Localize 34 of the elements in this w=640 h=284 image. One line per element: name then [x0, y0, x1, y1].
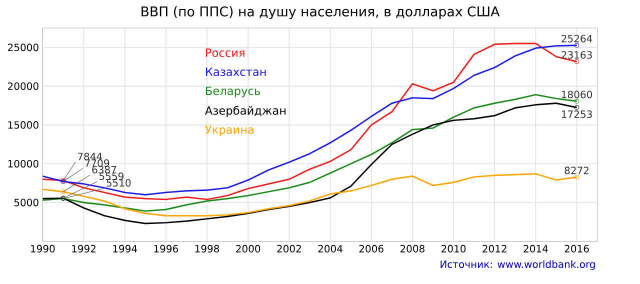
- data-label: 23163: [562, 51, 592, 59]
- data-label: 6387: [92, 166, 116, 174]
- x-tick-label: 1994: [113, 244, 137, 252]
- y-tick-label: 20000: [8, 82, 38, 90]
- x-tick-label: 2000: [236, 244, 260, 252]
- text: Россия: [206, 48, 244, 57]
- x-tick-label: 2008: [400, 244, 424, 252]
- data-label: 7844: [78, 152, 102, 160]
- text: Источник: www.worldbank.org: [440, 260, 595, 270]
- x-tick-label: 2004: [318, 244, 342, 252]
- text: Азербайджан: [204, 106, 286, 117]
- point: [60, 189, 66, 194]
- x-tick-label: 2002: [277, 244, 301, 252]
- chart-title: ВВП (по ППС) на душу населения, в долларах США: [142, 6, 500, 20]
- x-tick-label: 2006: [359, 244, 384, 252]
- data-label: 18060: [562, 90, 592, 98]
- text: Беларусь: [206, 86, 260, 98]
- x-tick-label: 1998: [195, 244, 220, 252]
- x-tick-label: 1992: [72, 244, 96, 252]
- y-tick-label: 15000: [8, 121, 38, 129]
- text: Казахстан: [206, 68, 266, 76]
- data-label: 17253: [562, 110, 592, 118]
- y-tick-label: 5000: [14, 198, 38, 206]
- x-tick-label: 2016: [564, 244, 589, 252]
- x-tick-label: 2012: [482, 244, 506, 252]
- y-tick-label: 25000: [8, 44, 38, 52]
- y-tick-label: 10000: [8, 160, 38, 168]
- x-tick-label: 2014: [524, 244, 548, 252]
- data-label: 8272: [564, 166, 588, 174]
- x-tick-label: 1990: [31, 244, 55, 252]
- text: Украина: [205, 125, 254, 136]
- x-tick-label: 2010: [442, 244, 466, 252]
- x-tick-label: 1996: [154, 244, 178, 252]
- data-label: 25264: [562, 34, 592, 42]
